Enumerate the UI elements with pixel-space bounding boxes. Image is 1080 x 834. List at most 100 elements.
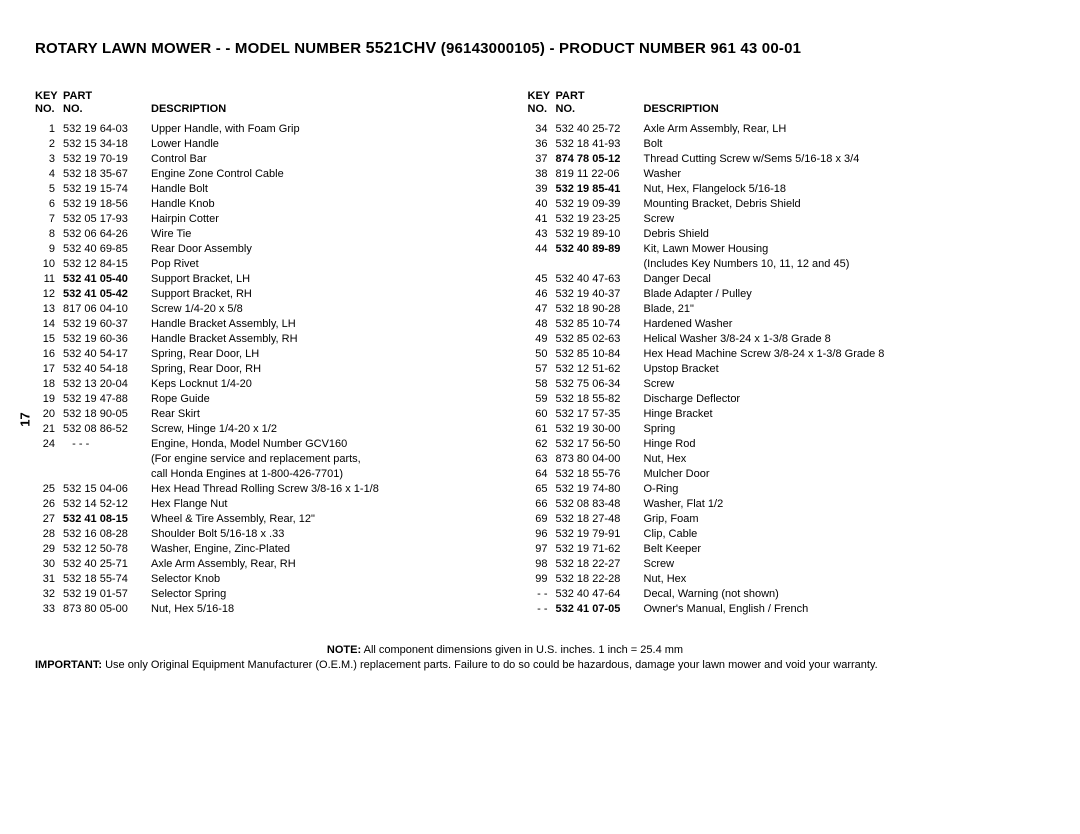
cell-part: 532 85 02-63 [556,332,644,347]
cell-key: - - [528,602,556,617]
cell-desc: Screw [644,212,976,227]
cell-key: 26 [35,497,63,512]
cell-part: 532 40 54-18 [63,362,151,377]
table-row: 25532 15 04-06Hex Head Thread Rolling Sc… [35,482,483,497]
table-row: 20532 18 90-05Rear Skirt [35,407,483,422]
table-row: (For engine service and replacement part… [35,452,483,467]
table-row: 38819 11 22-06Washer [528,167,976,182]
cell-key: 18 [35,377,63,392]
table-row: 27532 41 08-15Wheel & Tire Assembly, Rea… [35,512,483,527]
cell-key: - - [528,587,556,602]
right-rows: 34532 40 25-72Axle Arm Assembly, Rear, L… [528,122,976,617]
cell-key: 57 [528,362,556,377]
important-text: Use only Original Equipment Manufacturer… [102,659,878,671]
header-key2: NO. [528,103,556,116]
table-row: 61532 19 30-00Spring [528,422,976,437]
cell-key: 28 [35,527,63,542]
cell-desc: Mounting Bracket, Debris Shield [644,197,976,212]
cell-part: 532 18 41-93 [556,137,644,152]
table-row: 98532 18 22-27Screw [528,557,976,572]
cell-key [35,467,63,482]
cell-part: 532 18 35-67 [63,167,151,182]
cell-part: 532 17 57-35 [556,407,644,422]
cell-desc: Engine Zone Control Cable [151,167,483,182]
cell-part [556,257,644,272]
cell-part: 532 19 15-74 [63,182,151,197]
cell-key: 25 [35,482,63,497]
cell-part: 532 19 40-37 [556,287,644,302]
table-row: 16532 40 54-17Spring, Rear Door, LH [35,347,483,362]
table-row: 50532 85 10-84Hex Head Machine Screw 3/8… [528,347,976,362]
table-row: 57532 12 51-62Upstop Bracket [528,362,976,377]
cell-desc: Hairpin Cotter [151,212,483,227]
table-row: 66532 08 83-48Washer, Flat 1/2 [528,497,976,512]
cell-part: 532 40 25-72 [556,122,644,137]
cell-key: 7 [35,212,63,227]
cell-key: 21 [35,422,63,437]
cell-part: 532 08 86-52 [63,422,151,437]
cell-desc: Wire Tie [151,227,483,242]
table-row: 10532 12 84-15Pop Rivet [35,257,483,272]
table-row: 26532 14 52-12Hex Flange Nut [35,497,483,512]
cell-key: 46 [528,287,556,302]
note-text: All component dimensions given in U.S. i… [361,644,683,656]
header-part1: PART [63,90,151,103]
cell-desc: Belt Keeper [644,542,976,557]
cell-desc: Nut, Hex [644,572,976,587]
cell-part: 532 15 34-18 [63,137,151,152]
cell-part: 532 18 55-76 [556,467,644,482]
cell-desc: Screw [644,557,976,572]
cell-part: 532 18 22-28 [556,572,644,587]
cell-part: 532 85 10-74 [556,317,644,332]
cell-key: 49 [528,332,556,347]
cell-part: 532 18 55-74 [63,572,151,587]
cell-key: 44 [528,242,556,257]
cell-desc: O-Ring [644,482,976,497]
cell-desc: Handle Bracket Assembly, LH [151,317,483,332]
title-model: 5521CHV [366,40,437,57]
cell-key: 50 [528,347,556,362]
table-row: 6532 19 18-56Handle Knob [35,197,483,212]
right-column: KEY NO. PART NO. DESCRIPTION 34532 40 25… [528,90,976,617]
cell-key: 36 [528,137,556,152]
cell-key [528,257,556,272]
cell-desc: Mulcher Door [644,467,976,482]
cell-key: 8 [35,227,63,242]
cell-part: 532 19 47-88 [63,392,151,407]
cell-part: 532 06 64-26 [63,227,151,242]
cell-desc: call Honda Engines at 1-800-426-7701) [151,467,483,482]
table-row: 18532 13 20-04Keps Locknut 1/4-20 [35,377,483,392]
footer: NOTE: All component dimensions given in … [35,643,975,673]
cell-part: 532 18 55-82 [556,392,644,407]
cell-desc: Wheel & Tire Assembly, Rear, 12" [151,512,483,527]
table-row: 58532 75 06-34Screw [528,377,976,392]
table-row: 2532 15 34-18Lower Handle [35,137,483,152]
cell-desc: Washer [644,167,976,182]
cell-key: 69 [528,512,556,527]
cell-part: 532 15 04-06 [63,482,151,497]
table-row: 49532 85 02-63Helical Washer 3/8-24 x 1-… [528,332,976,347]
cell-desc: Support Bracket, RH [151,287,483,302]
cell-key: 40 [528,197,556,212]
table-row: 21532 08 86-52Screw, Hinge 1/4-20 x 1/2 [35,422,483,437]
cell-key: 33 [35,602,63,617]
cell-desc: Debris Shield [644,227,976,242]
document-title: ROTARY LAWN MOWER - - MODEL NUMBER 5521C… [35,40,975,58]
cell-key: 48 [528,317,556,332]
cell-part: 873 80 04-00 [556,452,644,467]
cell-key: 45 [528,272,556,287]
cell-key: 5 [35,182,63,197]
table-row: 99532 18 22-28Nut, Hex [528,572,976,587]
table-row: 8532 06 64-26Wire Tie [35,227,483,242]
cell-key: 47 [528,302,556,317]
table-row: 63873 80 04-00Nut, Hex [528,452,976,467]
cell-desc: Spring, Rear Door, RH [151,362,483,377]
cell-desc: Blade Adapter / Pulley [644,287,976,302]
cell-desc: Hex Head Thread Rolling Screw 3/8-16 x 1… [151,482,483,497]
cell-part: 532 08 83-48 [556,497,644,512]
cell-desc: Washer, Flat 1/2 [644,497,976,512]
cell-desc: Screw, Hinge 1/4-20 x 1/2 [151,422,483,437]
table-header: KEY NO. PART NO. DESCRIPTION [35,90,483,116]
cell-part: 532 85 10-84 [556,347,644,362]
cell-desc: Hinge Bracket [644,407,976,422]
